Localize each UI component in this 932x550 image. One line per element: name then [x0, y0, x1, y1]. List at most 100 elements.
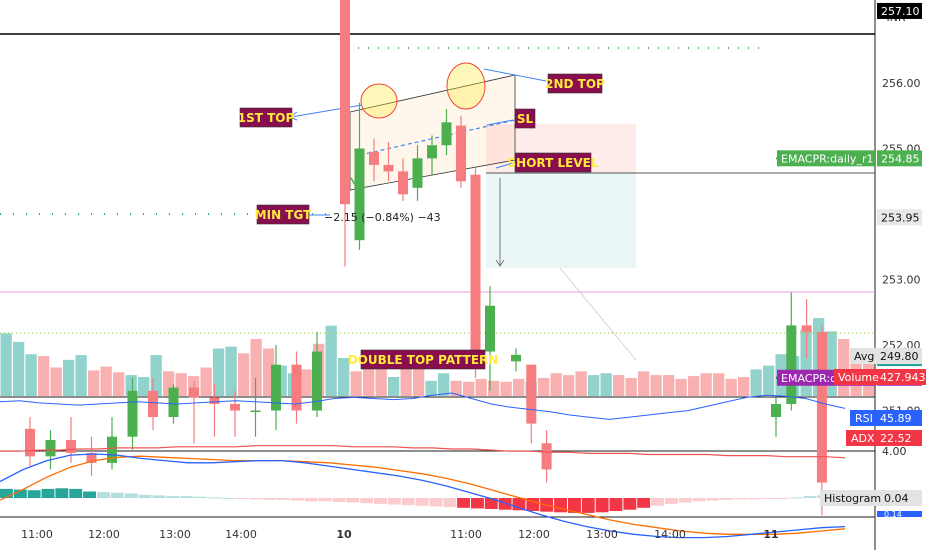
- macd-histogram-bar: [651, 498, 664, 506]
- macd-histogram-bar: [554, 498, 567, 513]
- adx-value: 22.52: [880, 432, 912, 445]
- adx-line: [0, 445, 846, 459]
- projection-line: [559, 267, 637, 361]
- candle-body: [398, 171, 408, 195]
- volume-bar: [150, 355, 162, 396]
- macd-histogram-bar: [484, 498, 498, 509]
- volume-bar: [0, 333, 12, 396]
- time-axis-label: 12:00: [88, 528, 120, 541]
- macd-histogram-bar: [429, 498, 443, 507]
- macd-histogram-bar: [692, 498, 706, 502]
- volume-bar: [25, 354, 37, 396]
- macd-histogram-bar: [761, 498, 775, 499]
- volume-bar: [263, 348, 275, 396]
- candle-body: [786, 325, 797, 404]
- macd-histogram-bar: [678, 498, 692, 503]
- short-level-arrow: [495, 162, 514, 169]
- volume-bar: [175, 373, 187, 396]
- volume-bar: [200, 367, 212, 396]
- candle-body: [816, 331, 827, 483]
- macd-histogram-bar: [207, 497, 221, 499]
- macd-histogram-bar: [318, 498, 332, 502]
- candle-body: [801, 325, 812, 332]
- price-tick-label: 253.00: [882, 274, 921, 287]
- macd-histogram-bar: [221, 498, 235, 499]
- candle-body: [771, 403, 781, 418]
- time-axis-label: 11: [763, 528, 778, 541]
- price-label-bg: [877, 209, 922, 226]
- sl-dashed-line: [359, 119, 516, 156]
- volume-bar: [625, 377, 637, 396]
- volume-bar: [800, 329, 812, 396]
- rsi-name: RSI: [855, 412, 873, 425]
- volume-bar: [75, 355, 87, 396]
- volume-bar: [663, 375, 675, 396]
- macd-histogram-bar: [0, 488, 13, 498]
- volume-bar: [575, 371, 587, 396]
- macd-histogram-bar: [152, 495, 166, 498]
- macd-histogram-bar: [789, 497, 803, 499]
- candle-body: [45, 439, 56, 457]
- level-value-label: 254.85: [881, 152, 920, 165]
- macd-histogram-bar: [664, 498, 678, 504]
- candle-body: [511, 354, 521, 362]
- histogram-value: 0.04: [884, 492, 909, 505]
- volume-bar: [738, 377, 750, 396]
- first-top-circle: [360, 83, 398, 119]
- volume-label-bg: [834, 369, 926, 385]
- volume-bar: [138, 377, 150, 396]
- avg-label-bg: [850, 348, 922, 364]
- level-name-label-bg: [777, 150, 876, 167]
- annotation-label: 1ST TOP: [238, 111, 295, 125]
- macd-histogram-bar: [623, 498, 637, 510]
- macd-histogram-bar: [235, 498, 249, 499]
- macd-histogram-bar: [193, 496, 207, 498]
- volume-bar: [650, 375, 662, 396]
- macd-histogram-bar: [581, 498, 595, 513]
- macd-histogram-bar: [263, 498, 277, 500]
- sl-arrow: [486, 119, 514, 126]
- candle-body: [412, 158, 423, 188]
- volume-bar: [513, 378, 525, 396]
- volume-bar: [88, 370, 100, 397]
- measure-arrow: [495, 259, 505, 267]
- macd-histogram-bar: [401, 498, 415, 506]
- macd-histogram-bar: [69, 488, 83, 498]
- macd-value: 0.14: [884, 510, 902, 519]
- volume-bar: [225, 346, 237, 396]
- volume-bar: [275, 365, 287, 396]
- annotation-label: DOUBLE TOP PATTERN: [348, 353, 499, 367]
- macd-histogram-bar: [471, 498, 484, 509]
- macd-histogram-bar: [387, 498, 401, 505]
- avg-name: Avg: [854, 350, 874, 363]
- rsi-label-bg: [850, 410, 922, 426]
- macd-histogram-bar: [457, 498, 470, 508]
- macd-histogram-bar: [609, 498, 623, 511]
- second-top-circle: [446, 62, 486, 110]
- volume-bar: [563, 375, 575, 396]
- volume-bar: [350, 371, 362, 396]
- time-axis-label: 10: [336, 528, 352, 541]
- annotation-label: MIN TGT: [255, 208, 312, 222]
- volume-bar: [413, 354, 425, 396]
- price-label-bg: [877, 2, 922, 19]
- candle-body: [148, 390, 158, 418]
- volume-bar: [338, 358, 350, 396]
- macd-histogram-bar: [304, 498, 318, 502]
- volume-bar: [463, 381, 475, 397]
- candle-body: [427, 145, 437, 159]
- time-axis-label: 11:00: [21, 528, 53, 541]
- macd-histogram-bar: [97, 492, 110, 498]
- volume-bar: [675, 378, 687, 396]
- volume-bar: [500, 381, 512, 397]
- macd-histogram-bar: [13, 489, 27, 499]
- candle-body: [369, 151, 379, 165]
- macd-histogram-bar: [720, 498, 734, 500]
- volume-bar: [475, 378, 487, 396]
- volume-bar: [425, 380, 437, 396]
- price-label: 253.95: [881, 211, 920, 224]
- volume-bar: [213, 348, 225, 396]
- volume-bar: [375, 364, 387, 396]
- volume-bar: [400, 365, 412, 396]
